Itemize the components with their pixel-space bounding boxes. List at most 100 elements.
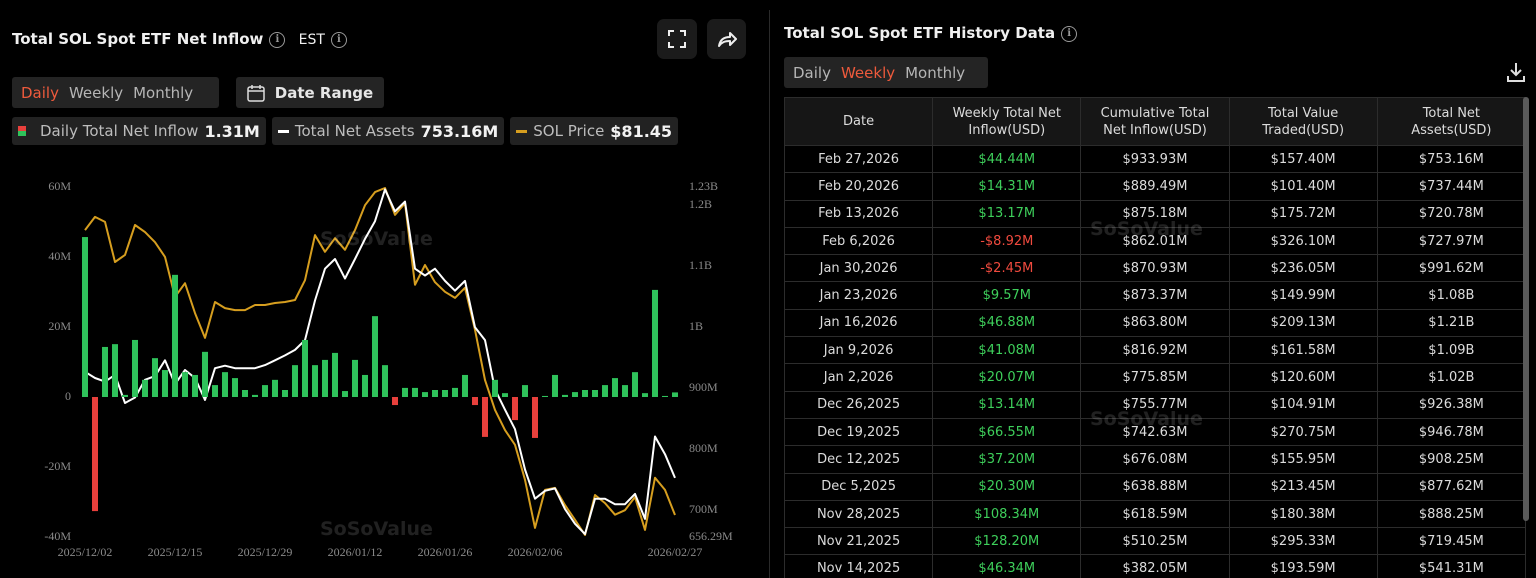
bar	[322, 359, 328, 397]
tab[interactable]: Monthly	[133, 83, 194, 102]
table-row: Jan 16,2026 $46.88M $863.80M $209.13M $1.21B	[784, 308, 1526, 338]
bar	[652, 289, 658, 397]
bar	[572, 392, 578, 397]
table-cell: $753.16M	[1376, 144, 1526, 174]
tab[interactable]: Monthly	[905, 63, 966, 82]
bar	[332, 352, 338, 397]
column-header: Total Value Traded(USD)	[1228, 97, 1378, 146]
table-cell: Jan 16,2026	[784, 308, 934, 338]
table-cell: $161.58M	[1228, 336, 1378, 365]
table-cell: $270.75M	[1228, 417, 1378, 447]
table-cell: Feb 6,2026	[784, 226, 934, 256]
legend-value: 753.16M	[420, 121, 499, 141]
table-cell: Nov 14,2025	[784, 554, 934, 578]
legend-item[interactable]: SOL Price $81.45	[510, 117, 679, 145]
bar	[232, 378, 238, 397]
table-cell: $120.60M	[1228, 363, 1378, 392]
x-tick-label: 2025/12/29	[238, 545, 293, 559]
bar	[172, 274, 178, 397]
legend-item[interactable]: Daily Total Net Inflow 1.31M	[12, 117, 266, 145]
tab[interactable]: Weekly	[840, 63, 896, 82]
bar	[142, 379, 148, 397]
y2-tick-label: 1.23B	[689, 179, 718, 193]
x-tick-label: 2025/12/15	[148, 545, 203, 559]
chart: -40M -20M 0 20M 40M 60M 656.29M 700M 800M 900M 1B 1…	[44, 179, 733, 559]
table-cell: $1.02B	[1376, 363, 1526, 392]
table-cell: $727.97M	[1376, 226, 1526, 256]
table-row: Dec 5,2025 $20.30M $638.88M $213.45M $877.62…	[784, 472, 1526, 501]
table-cell: Jan 2,2026	[784, 363, 934, 392]
legend-label: Total Net Assets	[294, 122, 415, 140]
table-cell: $155.95M	[1228, 445, 1378, 474]
x-tick-label: 2026/01/12	[328, 545, 383, 559]
table-cell: $775.85M	[1080, 363, 1230, 392]
legend-icon	[18, 126, 26, 136]
bar	[402, 387, 408, 397]
chart-title: Total SOL Spot ETF Net Inflow	[12, 30, 264, 48]
y-tick-label: 60M	[48, 179, 71, 193]
download-icon[interactable]	[1506, 62, 1526, 82]
tab[interactable]: Weekly	[68, 83, 124, 102]
bar	[212, 385, 218, 397]
divider	[769, 10, 770, 578]
bar	[412, 387, 418, 397]
table-cell: $1.08B	[1376, 281, 1526, 310]
history-table: Date Weekly Total Net Inflow(USD) Cumulati…	[784, 97, 1526, 578]
bar	[182, 372, 188, 397]
table-row: Dec 19,2025 $66.55M $742.63M $270.75M $946.7…	[784, 417, 1526, 447]
table-cell: Nov 28,2025	[784, 499, 934, 529]
table-cell: $816.92M	[1080, 336, 1230, 365]
legend: Daily Total Net Inflow 1.31M Total Net Ass…	[12, 117, 679, 145]
bar	[192, 374, 198, 397]
info-icon[interactable]: i	[1061, 25, 1078, 42]
table-cell: $875.18M	[1080, 199, 1230, 228]
fullscreen-button[interactable]	[657, 19, 697, 59]
bar	[282, 390, 288, 397]
table-cell: $991.62M	[1376, 254, 1526, 283]
table-cell: $14.31M	[932, 172, 1082, 201]
bar	[432, 390, 438, 397]
table-cell: $101.40M	[1228, 172, 1378, 201]
legend-item[interactable]: Total Net Assets 753.16M	[271, 117, 505, 145]
table-cell: $1.09B	[1376, 336, 1526, 365]
x-tick-label: 2025/12/02	[58, 545, 113, 559]
watermark: SoSoValue	[320, 228, 433, 250]
info-icon[interactable]: i	[269, 31, 286, 48]
date-range-button[interactable]: Date Range	[236, 77, 384, 108]
bar	[272, 379, 278, 397]
table-row: Jan 23,2026 $9.57M $873.37M $149.99M $1.08B	[784, 281, 1526, 310]
table-cell: $862.01M	[1080, 226, 1230, 256]
timezone: EST	[298, 32, 325, 48]
y-tick-label: 40M	[48, 249, 71, 263]
table-cell: Jan 9,2026	[784, 336, 934, 365]
table-row: Nov 28,2025 $108.34M $618.59M $180.38M $888.…	[784, 499, 1526, 529]
calendar-icon	[247, 84, 265, 102]
table-cell: Dec 19,2025	[784, 417, 934, 447]
table-cell: $108.34M	[932, 499, 1082, 529]
table-cell: Feb 13,2026	[784, 199, 934, 228]
table-cell: Nov 21,2025	[784, 527, 934, 556]
bar	[372, 316, 378, 397]
bar	[222, 372, 228, 397]
info-icon[interactable]: i	[330, 31, 347, 48]
table-cell: $755.77M	[1080, 390, 1230, 419]
bar	[82, 237, 88, 397]
bar	[422, 392, 428, 397]
bar	[452, 387, 458, 397]
table-cell: $510.25M	[1080, 527, 1230, 556]
tab[interactable]: Daily	[793, 63, 831, 82]
y2-tick-label: 1.2B	[689, 197, 712, 211]
share-button[interactable]	[707, 19, 746, 59]
tab[interactable]: Daily	[21, 83, 59, 102]
bar	[112, 344, 118, 397]
table-cell: $382.05M	[1080, 554, 1230, 578]
table-cell: $193.59M	[1228, 554, 1378, 578]
table-row: Jan 2,2026 $20.07M $775.85M $120.60M $1.02B	[784, 363, 1526, 392]
table-cell: $926.38M	[1376, 390, 1526, 419]
table-cell: $66.55M	[932, 417, 1082, 447]
date-range-label: Date Range	[274, 83, 374, 102]
bar	[162, 370, 168, 397]
table-row: Dec 12,2025 $37.20M $676.08M $155.95M $908.2…	[784, 445, 1526, 474]
scrollbar[interactable]	[1523, 97, 1529, 521]
table-cell: $870.93M	[1080, 254, 1230, 283]
